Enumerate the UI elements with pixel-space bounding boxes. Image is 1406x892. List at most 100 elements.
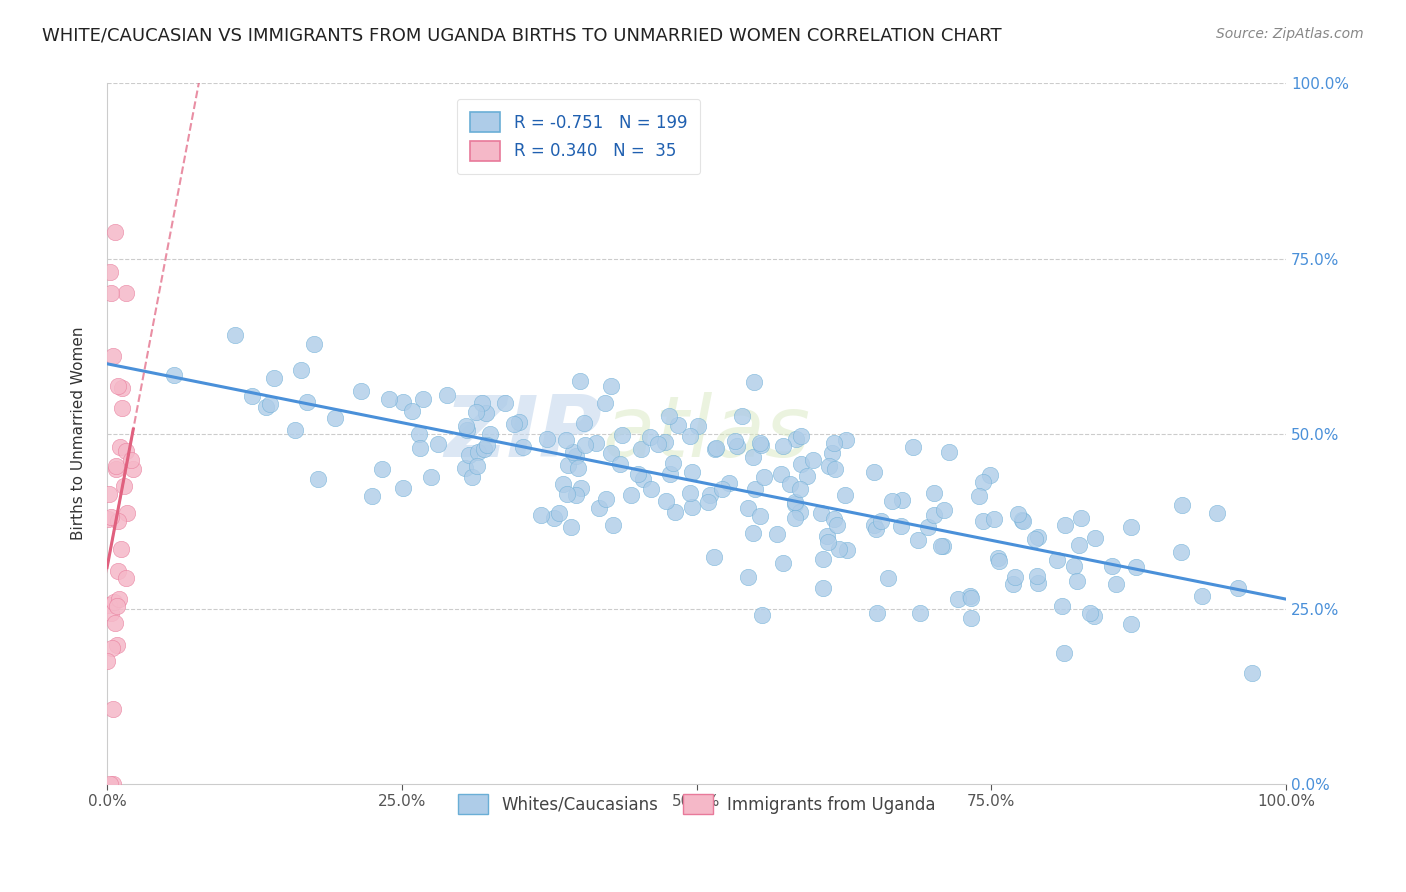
- Text: Source: ZipAtlas.com: Source: ZipAtlas.com: [1216, 27, 1364, 41]
- Point: [427, 437, 450, 451]
- Point: [436, 388, 458, 402]
- Point: [454, 461, 477, 475]
- Point: [938, 445, 960, 459]
- Point: [602, 518, 624, 533]
- Point: [1170, 498, 1192, 512]
- Point: [595, 492, 617, 507]
- Point: [862, 465, 884, 479]
- Point: [737, 569, 759, 583]
- Point: [640, 482, 662, 496]
- Point: [960, 591, 983, 605]
- Point: [120, 452, 142, 467]
- Point: [742, 526, 765, 541]
- Point: [907, 533, 929, 547]
- Point: [512, 441, 534, 455]
- Point: [560, 520, 582, 534]
- Point: [111, 401, 134, 415]
- Point: [686, 418, 709, 433]
- Point: [815, 529, 838, 543]
- Point: [931, 540, 953, 554]
- Point: [796, 469, 818, 483]
- Point: [108, 440, 131, 454]
- Point: [565, 488, 588, 502]
- Point: [890, 519, 912, 533]
- Point: [115, 507, 138, 521]
- Point: [101, 777, 124, 791]
- Y-axis label: Births to Unmarried Women: Births to Unmarried Women: [72, 326, 86, 541]
- Point: [569, 481, 592, 495]
- Point: [100, 606, 122, 620]
- Point: [1105, 577, 1128, 591]
- Point: [456, 423, 478, 437]
- Point: [240, 389, 263, 403]
- Point: [467, 444, 489, 458]
- Point: [785, 511, 807, 525]
- Point: [100, 509, 122, 524]
- Point: [835, 542, 858, 557]
- Point: [378, 392, 401, 406]
- Point: [371, 462, 394, 476]
- Point: [530, 508, 553, 523]
- Point: [557, 487, 579, 501]
- Point: [704, 441, 727, 455]
- Point: [987, 551, 1010, 566]
- Text: WHITE/CAUCASIAN VS IMMIGRANTS FROM UGANDA BIRTHS TO UNMARRIED WOMEN CORRELATION : WHITE/CAUCASIAN VS IMMIGRANTS FROM UGAND…: [42, 27, 1002, 45]
- Point: [568, 375, 591, 389]
- Point: [731, 409, 754, 424]
- Point: [711, 483, 734, 497]
- Point: [548, 507, 571, 521]
- Point: [392, 481, 415, 495]
- Point: [979, 468, 1001, 483]
- Point: [1121, 616, 1143, 631]
- Point: [983, 512, 1005, 526]
- Point: [100, 265, 122, 279]
- Point: [1007, 507, 1029, 521]
- Point: [811, 582, 834, 596]
- Point: [658, 467, 681, 481]
- Point: [679, 429, 702, 443]
- Point: [557, 458, 579, 472]
- Point: [772, 439, 794, 453]
- Point: [1026, 568, 1049, 582]
- Point: [105, 638, 128, 652]
- Point: [876, 570, 898, 584]
- Point: [98, 777, 121, 791]
- Point: [742, 450, 765, 465]
- Point: [972, 475, 994, 489]
- Point: [588, 500, 610, 515]
- Point: [696, 495, 718, 509]
- Point: [97, 598, 120, 612]
- Point: [475, 438, 498, 452]
- Point: [703, 550, 725, 565]
- Point: [551, 476, 574, 491]
- Point: [654, 494, 676, 508]
- Point: [112, 479, 135, 493]
- Point: [749, 436, 772, 450]
- Point: [823, 436, 845, 450]
- Point: [630, 442, 652, 456]
- Point: [536, 433, 558, 447]
- Point: [789, 457, 811, 471]
- Point: [302, 336, 325, 351]
- Point: [932, 503, 955, 517]
- Point: [769, 467, 792, 481]
- Point: [654, 435, 676, 450]
- Point: [325, 411, 347, 425]
- Point: [458, 448, 481, 462]
- Point: [834, 488, 856, 502]
- Point: [409, 441, 432, 455]
- Point: [1053, 518, 1076, 533]
- Point: [703, 442, 725, 456]
- Point: [543, 511, 565, 525]
- Point: [574, 438, 596, 452]
- Point: [620, 488, 643, 502]
- Point: [104, 616, 127, 631]
- Point: [420, 469, 443, 483]
- Point: [748, 508, 770, 523]
- Point: [647, 437, 669, 451]
- Point: [508, 415, 530, 429]
- Point: [1002, 577, 1025, 591]
- Point: [105, 599, 128, 614]
- Point: [725, 439, 748, 453]
- Point: [658, 409, 681, 423]
